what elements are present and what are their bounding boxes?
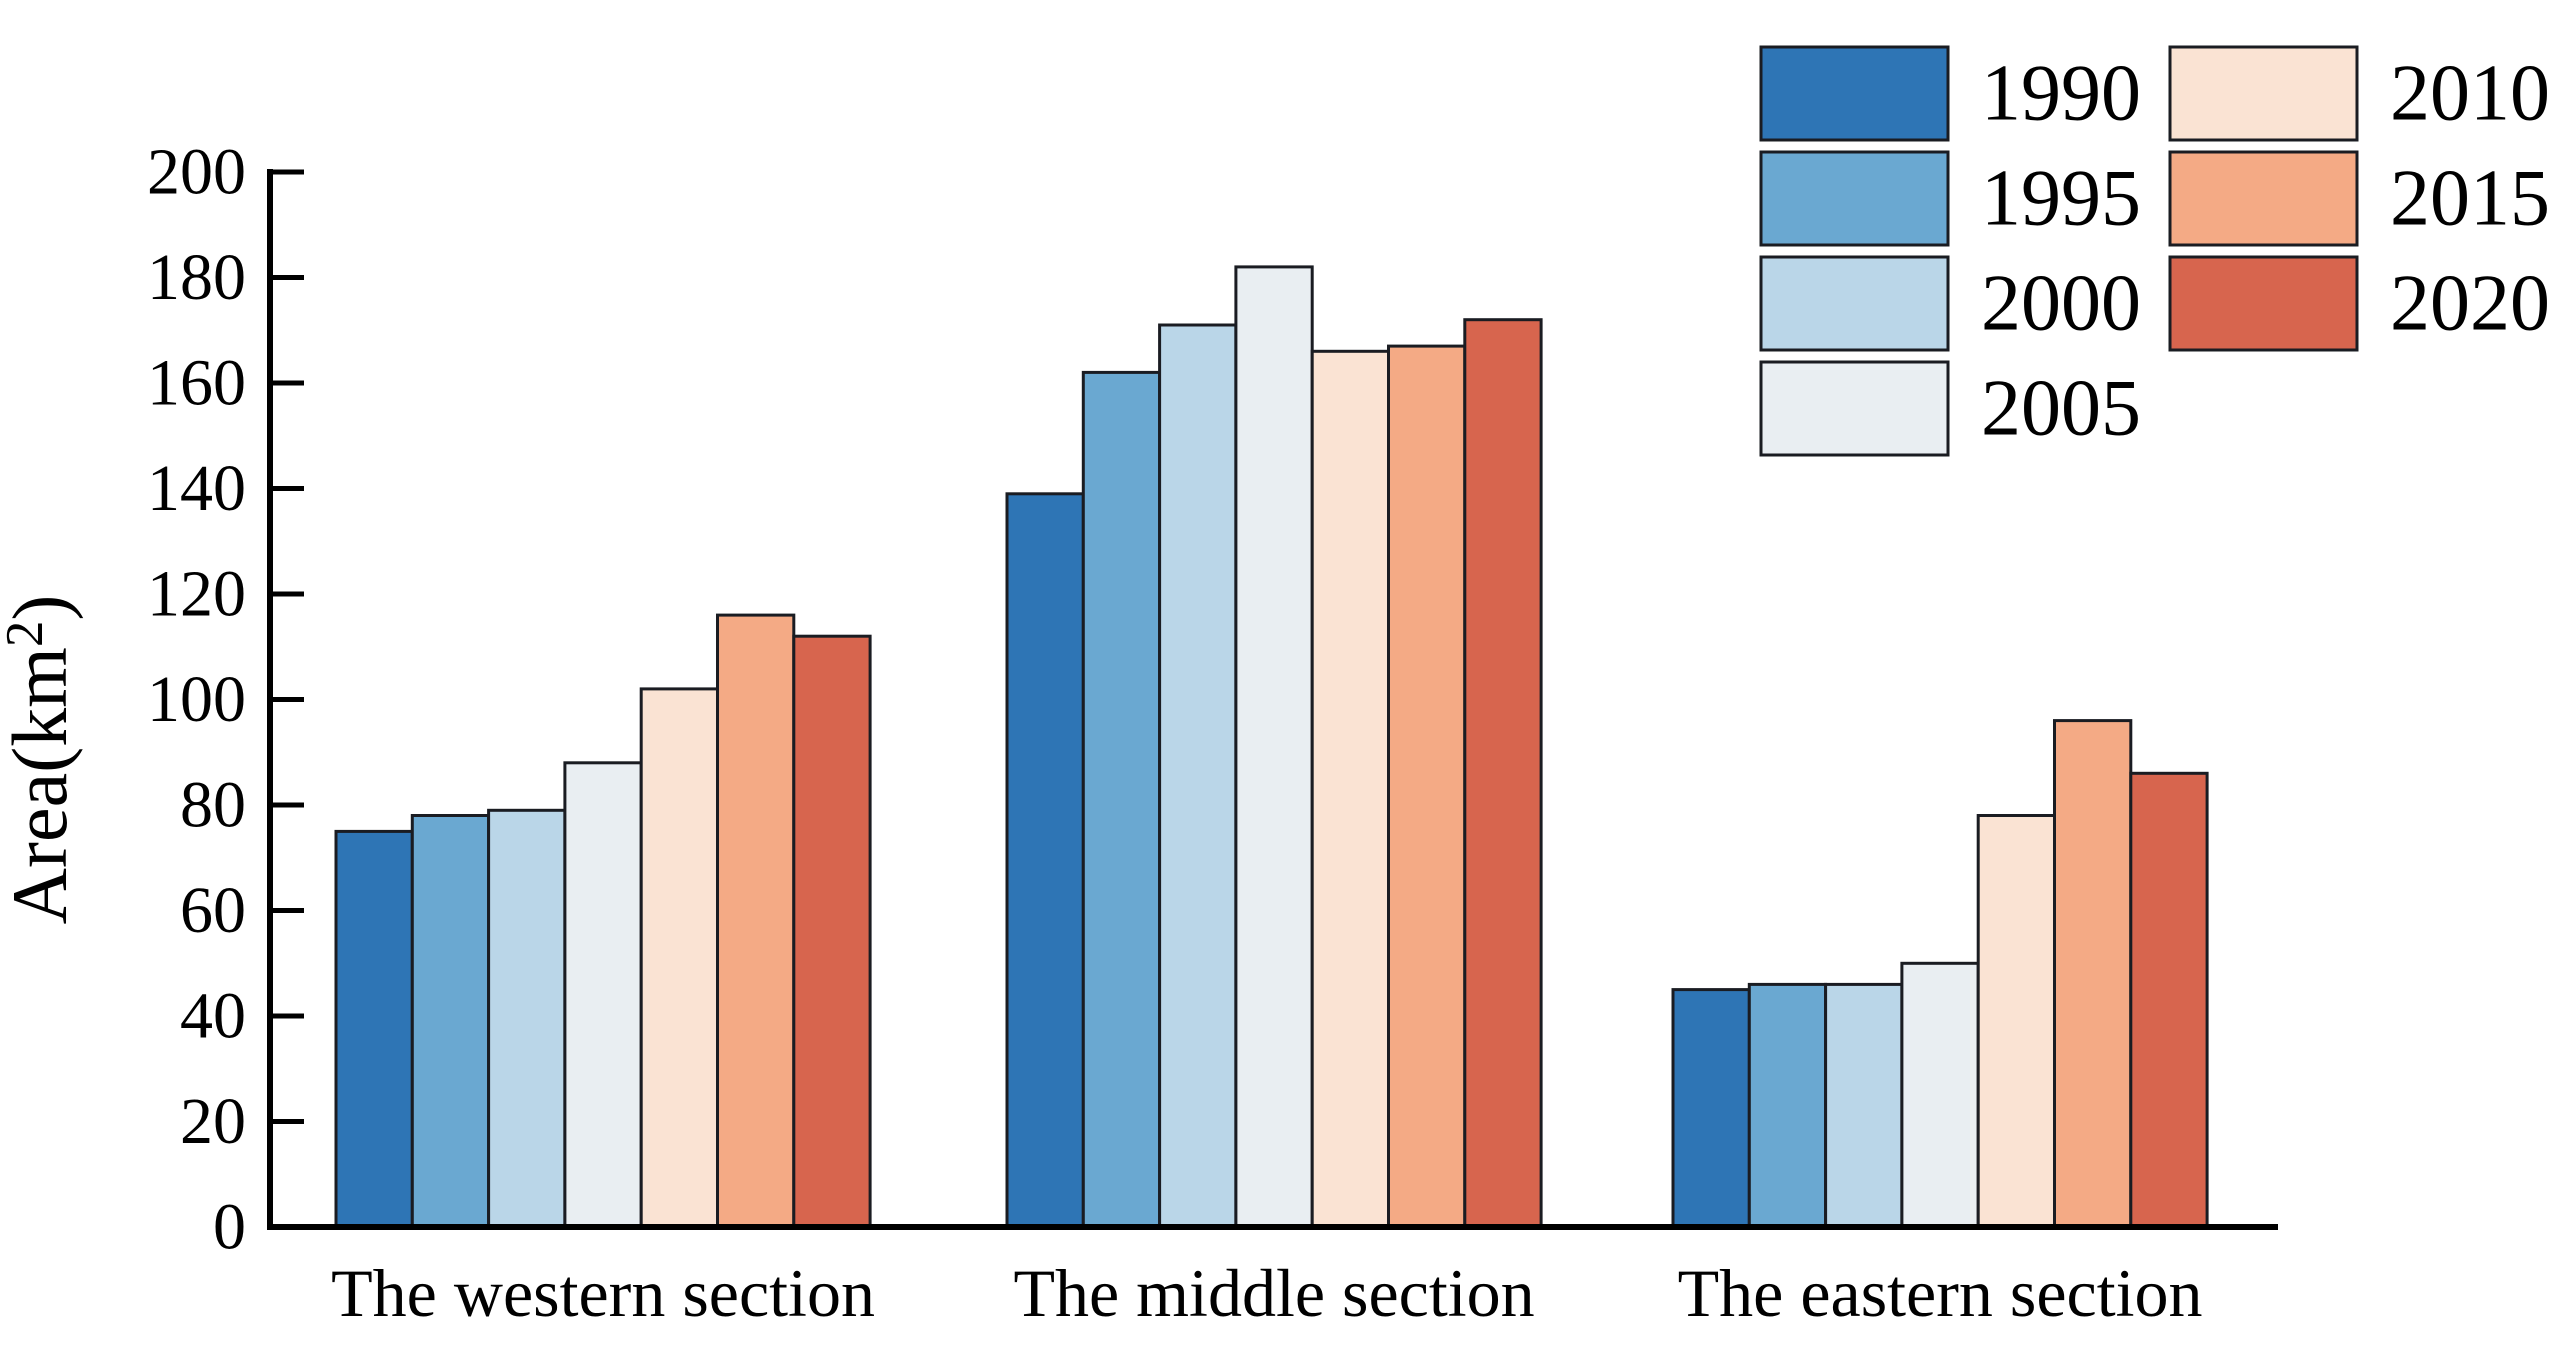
- legend-swatch-2020: [2168, 255, 2359, 352]
- legend-swatch-1995: [1759, 150, 1950, 247]
- bar-the-middle-section-1995: [1081, 370, 1162, 1229]
- bar-the-middle-section-2015: [1387, 344, 1467, 1229]
- bar-the-western-section-2020: [792, 634, 872, 1229]
- legend-item-1990: 1990: [1759, 45, 2141, 142]
- y-tick-label-140: 140: [147, 452, 246, 525]
- y-axis-title: Area(km2): [0, 595, 83, 925]
- bar-the-eastern-section-2020: [2129, 771, 2209, 1229]
- y-tick-label-120: 120: [147, 558, 246, 631]
- y-tick-label-160: 160: [147, 347, 246, 420]
- legend-swatch-2015: [2168, 150, 2359, 247]
- legend-label-2010: 2010: [2390, 50, 2550, 138]
- legend-label-1990: 1990: [1981, 50, 2141, 138]
- bar-the-eastern-section-2015: [2053, 719, 2133, 1229]
- legend-label-2000: 2000: [1981, 260, 2141, 348]
- y-tick-label-20: 20: [180, 1085, 246, 1158]
- y-tick-label-0: 0: [213, 1191, 246, 1264]
- bar-the-middle-section-2005: [1234, 265, 1314, 1229]
- x-category-label-the-western-section: The western section: [331, 1255, 875, 1331]
- bar-the-middle-section-1990: [1005, 492, 1085, 1229]
- legend-item-1995: 1995: [1759, 150, 2141, 247]
- x-category-label-the-eastern-section: The eastern section: [1678, 1255, 2203, 1331]
- bar-the-eastern-section-1995: [1747, 982, 1828, 1229]
- legend-swatch-2010: [2168, 45, 2359, 142]
- legend-label-2015: 2015: [2390, 155, 2550, 243]
- bar-the-western-section-2010: [639, 687, 720, 1229]
- bar-the-middle-section-2020: [1463, 318, 1543, 1229]
- bar-the-eastern-section-2010: [1976, 814, 2056, 1229]
- legend-item-2015: 2015: [2168, 150, 2550, 247]
- y-tick-label-80: 80: [180, 769, 246, 842]
- legend-swatch-2000: [1759, 255, 1950, 352]
- bar-the-middle-section-2010: [1310, 349, 1390, 1229]
- bar-the-western-section-2000: [487, 808, 567, 1229]
- bar-the-middle-section-2000: [1158, 323, 1238, 1229]
- bar-the-western-section-1995: [410, 814, 491, 1229]
- bar-the-western-section-2005: [563, 761, 643, 1229]
- legend-item-2010: 2010: [2168, 45, 2550, 142]
- y-tick-label-200: 200: [147, 136, 246, 209]
- bar-the-western-section-1990: [334, 829, 414, 1229]
- y-tick-label-60: 60: [180, 874, 246, 947]
- legend-item-2020: 2020: [2168, 255, 2550, 352]
- legend-label-1995: 1995: [1981, 155, 2141, 243]
- legend-item-2005: 2005: [1759, 360, 2141, 457]
- legend-label-2005: 2005: [1981, 365, 2141, 453]
- y-tick-label-40: 40: [180, 980, 246, 1053]
- legend-item-2000: 2000: [1759, 255, 2141, 352]
- legend-label-2020: 2020: [2390, 260, 2550, 348]
- legend-swatch-2005: [1759, 360, 1950, 457]
- bar-the-eastern-section-2000: [1824, 982, 1904, 1229]
- bar-the-eastern-section-2005: [1900, 961, 1980, 1229]
- bar-the-western-section-2015: [716, 613, 796, 1229]
- y-tick-label-180: 180: [147, 241, 246, 314]
- bar-the-eastern-section-1990: [1671, 988, 1751, 1229]
- y-tick-label-100: 100: [147, 663, 246, 736]
- x-category-label-the-middle-section: The middle section: [1013, 1255, 1534, 1331]
- legend-swatch-1990: [1759, 45, 1950, 142]
